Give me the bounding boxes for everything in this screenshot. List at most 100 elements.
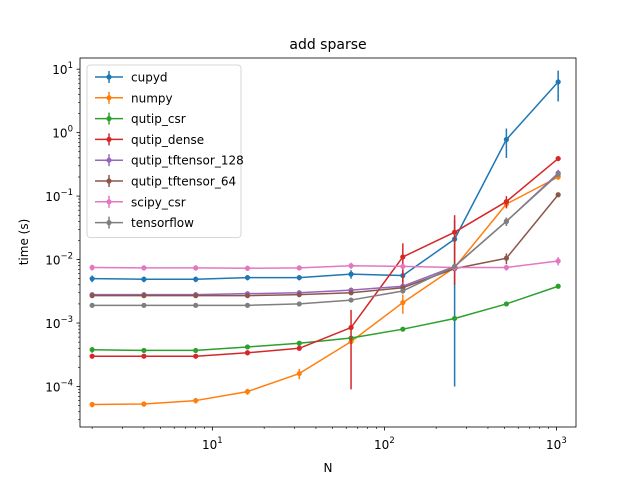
data-point — [348, 324, 354, 331]
legend-label: qutip_tftensor_64 — [131, 175, 236, 189]
data-point — [244, 265, 251, 271]
data-point — [89, 293, 95, 299]
data-point — [89, 276, 95, 282]
legend-box — [86, 64, 242, 238]
x-tick-label: 102 — [374, 436, 395, 452]
data-point — [193, 293, 199, 299]
legend: cupyd numpy qutip_csr qutip_dense qutip_tfte… — [86, 64, 244, 238]
legend-label: qutip_tftensor_128 — [131, 154, 244, 168]
data-point — [244, 302, 251, 308]
y-tick-label: 101 — [52, 61, 73, 77]
data-point — [244, 274, 251, 281]
data-point — [193, 302, 199, 308]
legend-marker — [106, 220, 112, 226]
legend-label: qutip_csr — [131, 112, 186, 126]
legend-item-qutip_dense: qutip_dense — [95, 133, 204, 147]
legend-label: numpy — [131, 91, 173, 105]
data-point — [296, 370, 302, 377]
series-line — [92, 285, 559, 352]
data-point — [452, 263, 458, 270]
data-point — [244, 344, 251, 350]
data-point — [503, 218, 509, 224]
y-tick-label: 10−2 — [45, 252, 73, 268]
data-point — [141, 302, 147, 308]
data-point — [89, 264, 95, 271]
legend-marker — [106, 199, 112, 205]
data-point — [89, 353, 95, 359]
data-point — [193, 353, 199, 359]
data-point — [400, 326, 406, 332]
data-point — [296, 340, 302, 346]
data-point — [141, 347, 147, 354]
series-line — [92, 194, 559, 297]
legend-label: tensorflow — [131, 216, 194, 230]
series-qutip_dense — [89, 155, 561, 390]
data-point — [141, 353, 147, 359]
y-axis-label: time (s) — [17, 219, 31, 266]
y-tick-label: 100 — [52, 125, 73, 141]
series-layer — [89, 70, 561, 408]
data-point — [296, 274, 302, 281]
legend-item-qutip_csr: qutip_csr — [95, 112, 186, 126]
series-tensorflow — [89, 171, 561, 308]
data-point — [348, 297, 354, 303]
legend-marker — [106, 178, 112, 184]
data-point — [296, 265, 302, 271]
data-point — [348, 271, 354, 277]
data-point — [348, 290, 354, 296]
data-point — [555, 258, 561, 264]
legend-item-qutip_tftensor_64: qutip_tftensor_64 — [95, 175, 236, 189]
y-tick-label: 10−4 — [45, 378, 73, 394]
data-point — [89, 347, 95, 353]
data-point — [400, 288, 406, 294]
data-point — [503, 255, 509, 261]
legend-item-tensorflow: tensorflow — [95, 216, 194, 230]
series-scipy_csr — [89, 257, 561, 272]
data-point — [503, 198, 509, 205]
chart-title: add sparse — [289, 37, 366, 53]
data-point — [555, 171, 561, 177]
data-point — [193, 276, 199, 282]
data-point — [452, 315, 458, 322]
data-point — [555, 192, 561, 198]
data-point — [555, 79, 561, 85]
series-line — [92, 176, 559, 406]
legend-marker — [106, 136, 112, 142]
series-line — [92, 173, 559, 307]
data-point — [296, 345, 302, 351]
y-axis: 10−4 10−3 10−2 10−1 100 101 — [45, 61, 80, 420]
x-tick-label: 101 — [202, 436, 223, 452]
x-axis: 101 102 103 — [91, 427, 567, 452]
data-point — [193, 397, 199, 404]
data-point — [503, 136, 509, 143]
data-point — [141, 401, 147, 407]
data-point — [141, 293, 147, 299]
legend-marker — [106, 95, 112, 101]
data-point — [89, 302, 95, 308]
legend-item-cupyd: cupyd — [95, 71, 168, 85]
data-point — [452, 229, 458, 235]
data-point — [555, 155, 561, 162]
data-point — [400, 254, 406, 260]
series-line — [92, 260, 559, 269]
data-point — [141, 265, 147, 271]
y-tick-label: 10−3 — [45, 315, 73, 331]
data-point — [503, 264, 509, 271]
legend-item-qutip_tftensor_128: qutip_tftensor_128 — [95, 154, 244, 168]
x-tick-label: 103 — [546, 436, 567, 452]
data-point — [141, 276, 147, 282]
data-point — [400, 299, 406, 306]
legend-item-numpy: numpy — [95, 91, 173, 105]
legend-marker — [106, 157, 112, 163]
legend-label: scipy_csr — [131, 195, 186, 209]
plot-frame — [79, 57, 577, 428]
data-point — [244, 350, 251, 356]
legend-item-scipy_csr: scipy_csr — [95, 195, 186, 209]
data-point — [400, 263, 406, 270]
data-point — [244, 293, 251, 299]
data-point — [503, 301, 509, 307]
data-point — [555, 283, 561, 289]
series-qutip_csr — [89, 283, 561, 354]
data-point — [244, 389, 251, 395]
y-tick-label: 10−1 — [45, 188, 73, 204]
